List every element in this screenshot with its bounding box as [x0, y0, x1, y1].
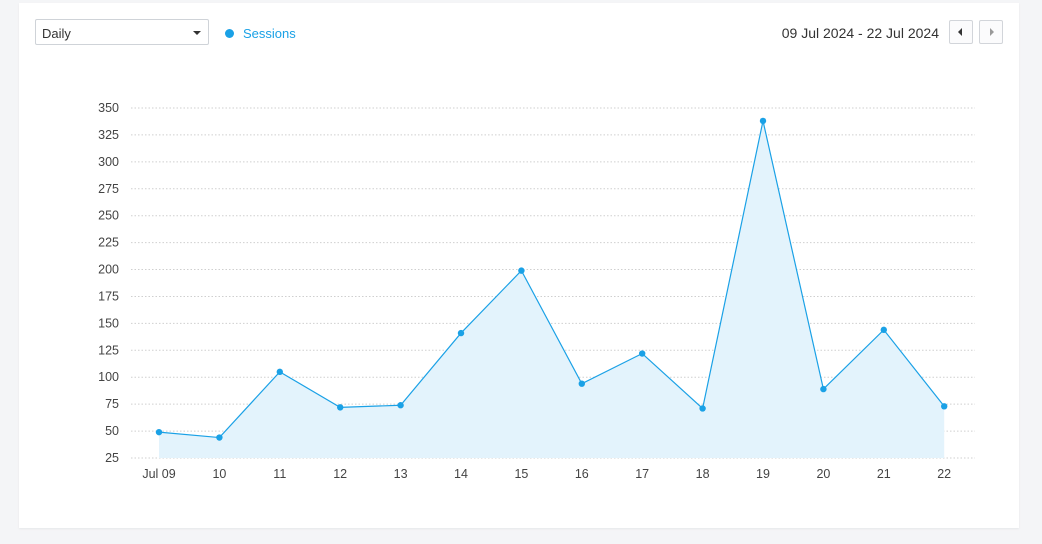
y-tick-label: 25 — [105, 451, 119, 465]
x-tick-label: 22 — [937, 467, 951, 481]
data-point — [457, 329, 465, 337]
x-tick-label: 18 — [696, 467, 710, 481]
data-point — [518, 267, 525, 274]
next-range-button[interactable] — [979, 20, 1003, 44]
arrow-right-icon — [990, 28, 994, 36]
data-point — [578, 380, 585, 387]
y-tick-label: 325 — [98, 128, 119, 142]
y-tick-label: 175 — [98, 289, 119, 303]
y-tick-label: 350 — [98, 101, 119, 115]
data-point — [941, 403, 948, 410]
data-point — [759, 117, 767, 125]
y-tick-label: 100 — [98, 370, 119, 384]
data-point — [397, 402, 404, 409]
x-tick-label: 16 — [575, 467, 589, 481]
y-tick-label: 225 — [98, 236, 119, 250]
y-tick-label: 250 — [98, 209, 119, 223]
x-tick-label: 13 — [394, 467, 408, 481]
chevron-down-icon — [193, 31, 201, 35]
data-point — [276, 368, 283, 376]
previous-range-button[interactable] — [949, 20, 973, 44]
sessions-chart: 25 50 75 100 125 150 175 200 225 250 275 300 325 350 J… — [98, 101, 975, 481]
y-tick-label: 275 — [98, 182, 119, 196]
arrow-left-icon — [958, 28, 962, 36]
x-tick-label: 15 — [514, 467, 528, 481]
interval-select[interactable]: Daily — [35, 19, 209, 45]
date-range: 09 Jul 2024 - 22 Jul 2024 — [781, 25, 939, 41]
legend-item-sessions[interactable]: Sessions — [225, 25, 296, 41]
legend-label: Sessions — [243, 25, 296, 41]
x-tick-label: 11 — [273, 467, 286, 481]
chart-card: Daily Sessions 09 Jul 2024 - 22 Jul 2024… — [19, 3, 1019, 528]
y-tick-label: 125 — [98, 343, 119, 357]
data-point — [639, 350, 646, 357]
data-point — [337, 404, 344, 411]
legend-dot-icon — [225, 28, 234, 38]
data-point — [699, 405, 706, 412]
y-tick-label: 75 — [105, 397, 119, 411]
x-tick-label: Jul 09 — [142, 467, 175, 481]
x-tick-label: 20 — [816, 467, 830, 481]
sessions-area — [159, 120, 945, 458]
x-tick-label: 12 — [333, 467, 347, 481]
sessions-line — [158, 120, 945, 439]
y-tick-label: 200 — [98, 263, 119, 277]
x-tick-label: 14 — [454, 467, 468, 481]
x-tick-label: 17 — [635, 467, 649, 481]
data-point — [216, 434, 223, 441]
y-tick-label: 50 — [105, 424, 119, 438]
interval-select-value: Daily — [42, 26, 71, 41]
y-tick-label: 300 — [98, 155, 119, 169]
data-point — [820, 385, 827, 393]
x-tick-label: 19 — [756, 467, 770, 481]
data-point — [880, 326, 887, 334]
x-tick-label: 10 — [212, 467, 226, 481]
y-tick-label: 150 — [98, 316, 119, 330]
data-point — [155, 428, 163, 436]
x-tick-label: 21 — [877, 467, 891, 481]
